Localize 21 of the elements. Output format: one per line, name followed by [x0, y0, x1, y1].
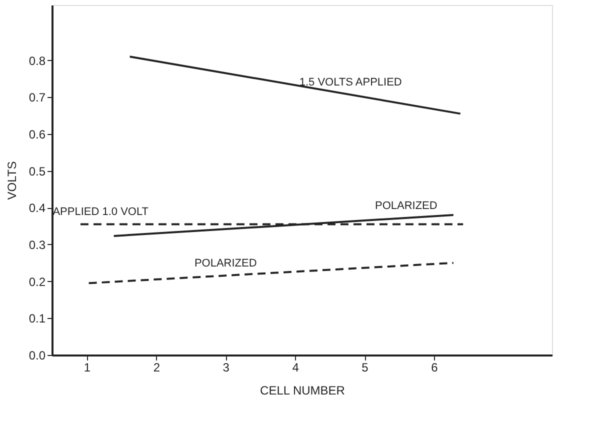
- x-tick-label: 2: [153, 360, 160, 374]
- x-tick-label: 4: [292, 360, 300, 374]
- annotation: POLARIZED: [374, 200, 438, 212]
- y-tick-label: 0.2: [28, 274, 46, 289]
- y-axis-title: VOLTS: [4, 161, 19, 200]
- x-tick-label: 6: [431, 360, 438, 374]
- y-tick-label: 0.8: [28, 54, 46, 68]
- x-tick-label: 1: [84, 360, 91, 374]
- x-tick-label: 5: [362, 360, 369, 374]
- y-tick-label: 0.4: [28, 201, 46, 216]
- y-tick-label: 0.3: [28, 238, 46, 252]
- y-tick-label: 0.1: [28, 312, 46, 326]
- annotation: APPLIED 1.0 VOLT: [52, 206, 149, 218]
- annotation: 1.5 VOLTS APPLIED: [299, 76, 402, 89]
- x-axis-title: CELL NUMBER: [260, 384, 346, 398]
- y-tick-label: 0.0: [28, 348, 46, 362]
- x-tick-label: 3: [222, 360, 230, 374]
- y-tick-label: 0.6: [28, 127, 46, 142]
- annotation: POLARIZED: [194, 257, 257, 270]
- y-tick-label: 0.7: [28, 90, 46, 105]
- y-tick-label: 0.5: [28, 164, 46, 178]
